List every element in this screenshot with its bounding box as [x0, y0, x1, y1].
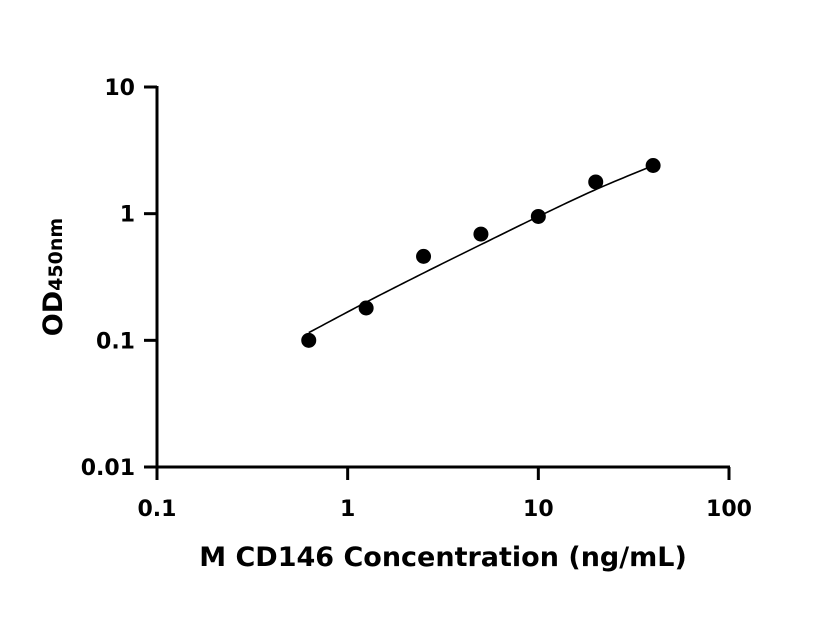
data-points [301, 158, 661, 348]
data-point [473, 226, 489, 242]
y-axis-title: OD450nm [38, 218, 69, 336]
data-point [645, 158, 661, 174]
axes [155, 86, 730, 469]
x-tick-label: 0.1 [138, 497, 177, 522]
y-axis-title-main: OD [38, 291, 69, 336]
data-point [416, 248, 432, 264]
x-tick-label: 100 [706, 497, 752, 522]
y-axis-title-subscript: 450nm [45, 218, 67, 291]
x-ticks: 0.1 1 10 100 [138, 467, 752, 522]
y-ticks: 0.01 0.1 1 10 [81, 76, 157, 481]
x-tick-label: 1 [340, 497, 355, 522]
data-point [301, 332, 317, 348]
x-axis-title: M CD146 Concentration (ng/mL) [199, 542, 687, 573]
y-tick-label: 1 [120, 203, 135, 228]
data-point [530, 208, 546, 224]
x-tick-label: 10 [523, 497, 554, 522]
y-tick-label: 0.01 [81, 456, 135, 481]
y-tick-label: 0.1 [96, 329, 135, 354]
data-point [358, 300, 374, 316]
y-tick-label: 10 [104, 76, 135, 101]
data-point [588, 174, 604, 190]
